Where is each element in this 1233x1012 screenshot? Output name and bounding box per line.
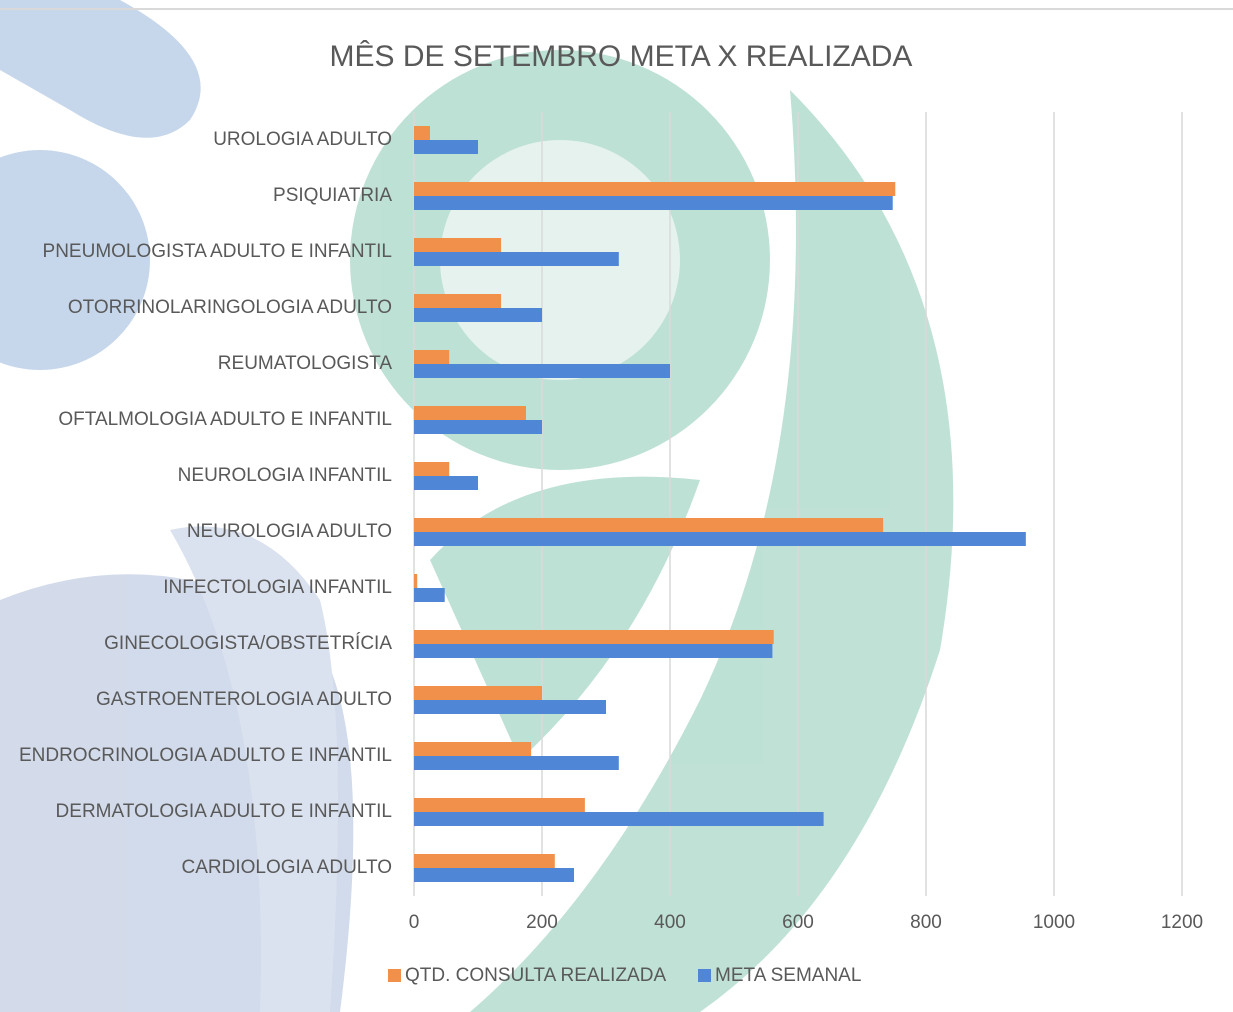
y-tick-label: PNEUMOLOGISTA ADULTO E INFANTIL [43, 241, 392, 262]
legend-label: META SEMANAL [715, 965, 861, 986]
chart: MÊS DE SETEMBRO META X REALIZADA 0 200 400… [0, 0, 1233, 1012]
y-tick-label: DERMATOLOGIA ADULTO E INFANTIL [56, 801, 392, 822]
legend-swatch [698, 969, 711, 982]
bar [414, 238, 501, 252]
bar [414, 350, 449, 364]
x-tick-label: 800 [910, 912, 942, 933]
bar [414, 182, 895, 196]
bar [414, 406, 526, 420]
x-tick-label: 400 [654, 912, 686, 933]
bar [414, 252, 619, 266]
bar [414, 812, 824, 826]
bar [414, 140, 478, 154]
bar [414, 756, 619, 770]
bar [414, 868, 574, 882]
bar [414, 532, 1026, 546]
bar [414, 798, 585, 812]
y-tick-label: OTORRINOLARINGOLOGIA ADULTO [68, 297, 392, 318]
legend-swatch [388, 969, 401, 982]
bar [414, 196, 893, 210]
y-tick-label: GASTROENTEROLOGIA ADULTO [96, 689, 392, 710]
x-tick-label: 0 [409, 912, 420, 933]
bar [414, 364, 670, 378]
bar [414, 294, 501, 308]
y-tick-label: NEUROLOGIA INFANTIL [178, 465, 392, 486]
y-tick-label: NEUROLOGIA ADULTO [187, 521, 392, 542]
y-tick-label: INFECTOLOGIA INFANTIL [163, 577, 392, 598]
bar [414, 630, 774, 644]
y-tick-label: ENDROCRINOLOGIA ADULTO E INFANTIL [19, 745, 392, 766]
bar [414, 742, 531, 756]
y-tick-label: GINECOLOGISTA/OBSTETRÍCIA [104, 633, 392, 654]
bar [414, 462, 449, 476]
bar [414, 588, 445, 602]
bar [414, 686, 542, 700]
bar [414, 476, 478, 490]
bar [414, 518, 883, 532]
x-tick-label: 200 [526, 912, 558, 933]
bar [414, 854, 555, 868]
y-tick-label: REUMATOLOGISTA [218, 353, 393, 374]
x-tick-label: 1200 [1161, 912, 1203, 933]
y-tick-label: CARDIOLOGIA ADULTO [182, 857, 392, 878]
y-tick-label: OFTALMOLOGIA ADULTO E INFANTIL [58, 409, 392, 430]
bar [414, 126, 430, 140]
legend-label: QTD. CONSULTA REALIZADA [405, 965, 666, 986]
x-tick-label: 1000 [1033, 912, 1075, 933]
bar [414, 644, 772, 658]
bar [414, 308, 542, 322]
bar [414, 574, 417, 588]
y-tick-label: PSIQUIATRIA [273, 185, 392, 206]
bar [414, 420, 542, 434]
x-tick-label: 600 [782, 912, 814, 933]
chart-title: MÊS DE SETEMBRO META X REALIZADA [330, 40, 913, 73]
bar [414, 700, 606, 714]
y-tick-label: UROLOGIA ADULTO [213, 129, 392, 150]
